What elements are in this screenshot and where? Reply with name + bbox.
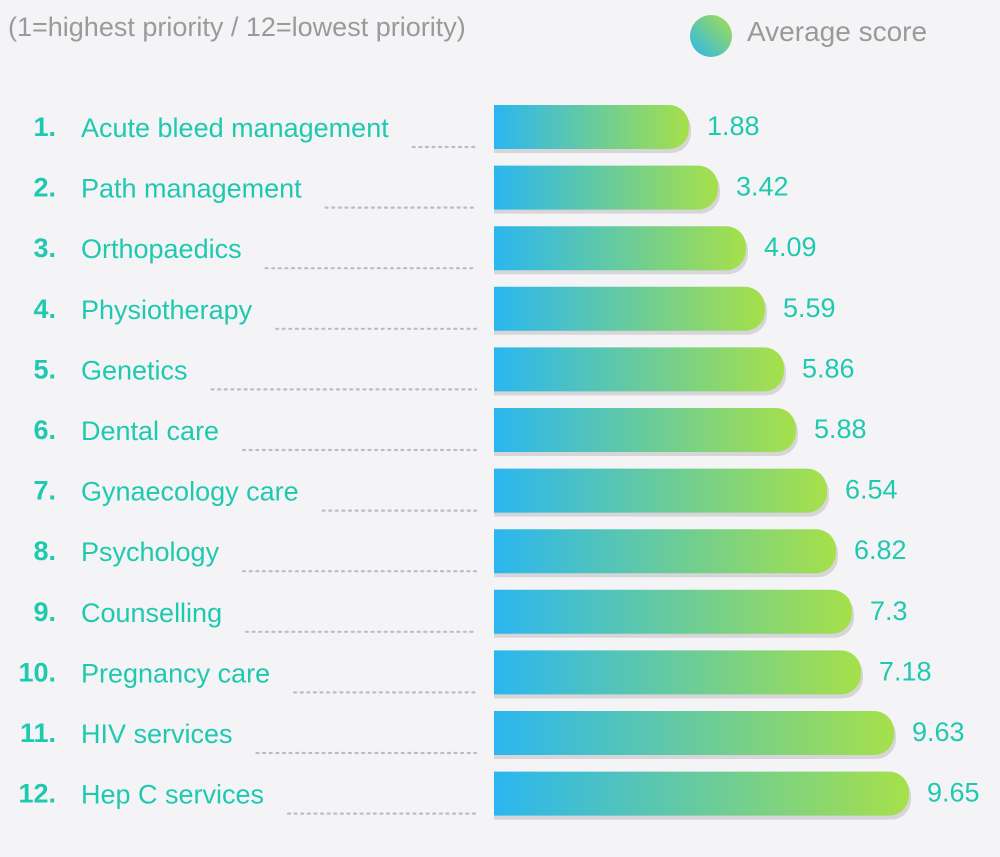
rank-label: 3. [33,233,56,263]
value-label: 9.63 [912,717,965,747]
value-label: 4.09 [764,232,817,262]
bar-row: 2. Path management 3.42 [33,165,789,214]
bar-row: 6. Dental care 5.88 [33,408,867,456]
rank-label: 12. [18,779,56,809]
rank-label: 10. [18,657,56,687]
category-label: Psychology [81,537,220,567]
category-label: Pregnancy care [81,658,270,688]
rank-label: 4. [33,294,56,324]
category-label: Counselling [81,598,222,628]
bar [494,650,861,695]
value-label: 6.54 [845,475,898,505]
category-label: Acute bleed management [81,113,389,143]
bar-row: 9. Counselling 7.3 [33,589,908,638]
value-label: 7.3 [870,596,908,626]
bar [494,165,718,210]
category-label: Hep C services [81,780,264,810]
bar [494,347,784,392]
value-label: 5.86 [802,353,855,383]
bar [494,711,894,755]
bar [494,468,827,513]
bar-row: 1. Acute bleed management 1.88 [33,105,760,153]
rank-label: 8. [33,536,56,566]
category-label: Genetics [81,355,188,385]
rank-label: 9. [33,597,56,627]
rank-label: 11. [20,718,56,748]
bar-row: 12. Hep C services 9.65 [18,771,980,820]
category-label: Orthopaedics [81,234,242,264]
rank-label: 7. [33,476,56,506]
category-label: HIV services [81,719,233,749]
value-label: 5.88 [814,414,867,444]
bar-row: 3. Orthopaedics 4.09 [33,226,817,275]
category-label: Physiotherapy [81,295,253,325]
bar-row: 7. Gynaecology care 6.54 [33,468,898,517]
bar [494,408,796,452]
rank-label: 1. [33,112,56,142]
value-label: 7.18 [879,656,932,686]
bar [494,105,689,149]
bar [494,286,765,331]
bar-row: 8. Psychology 6.82 [33,529,907,578]
rank-label: 5. [33,354,56,384]
bar-row: 4. Physiotherapy 5.59 [33,286,836,335]
value-label: 1.88 [707,111,760,141]
value-label: 9.65 [927,778,980,808]
rank-label: 2. [33,173,56,203]
bar [494,529,836,574]
bar-row: 11. HIV services 9.63 [20,711,965,759]
value-label: 3.42 [736,172,789,202]
legend-swatch-icon [690,15,732,57]
bar [494,226,746,271]
category-label: Dental care [81,416,219,446]
value-label: 6.82 [854,535,907,565]
bar-row: 10. Pregnancy care 7.18 [18,650,932,699]
bar [494,589,852,634]
chart-subtitle: (1=highest priority / 12=lowest priority… [8,12,466,42]
bar [494,771,909,816]
legend-label: Average score [747,16,928,47]
bar-row: 5. Genetics 5.86 [33,347,855,396]
rank-label: 6. [33,415,56,445]
category-label: Path management [81,174,302,204]
value-label: 5.59 [783,293,836,323]
category-label: Gynaecology care [81,477,299,507]
